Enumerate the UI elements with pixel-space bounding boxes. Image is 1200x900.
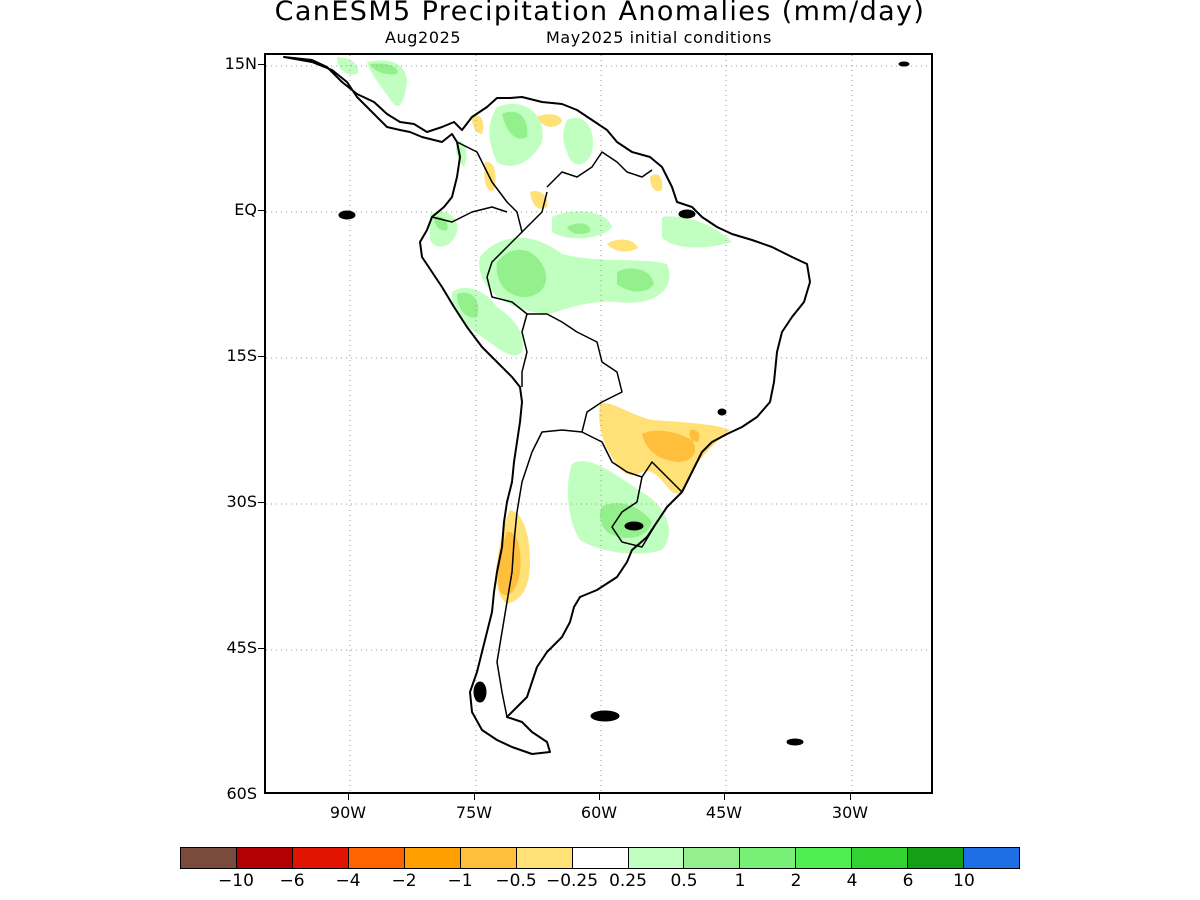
colorbar-label: −1 [447, 871, 473, 891]
colorbar-swatch [181, 848, 237, 868]
lat-label-15n: 15N [224, 54, 257, 73]
precip-map [266, 55, 931, 792]
map-frame [264, 53, 933, 794]
colorbar-swatch [628, 848, 685, 868]
colorbar-swatch [292, 848, 349, 868]
colorbar-swatch [852, 848, 909, 868]
colorbar-swatch [516, 848, 573, 868]
lon-tick [724, 794, 725, 800]
lat-label-15s: 15S [226, 346, 257, 365]
colorbar-label: 0.5 [670, 871, 698, 891]
lat-label-30s: 30S [226, 492, 257, 511]
colorbar-label: −2 [391, 871, 417, 891]
colorbar-swatch [348, 848, 405, 868]
lon-tick [850, 794, 851, 800]
lon-label-30w: 30W [831, 803, 869, 822]
colorbar-label: 0.25 [609, 871, 647, 891]
colorbar-swatch [572, 848, 629, 868]
lon-label-60w: 60W [580, 803, 618, 822]
colorbar-label: 6 [902, 871, 914, 891]
lat-tick [258, 356, 264, 357]
colorbar-swatch [404, 848, 461, 868]
colorbar-label: −4 [335, 871, 361, 891]
colorbar-label: 4 [846, 871, 858, 891]
lat-tick [258, 210, 264, 211]
colorbar-label: −0.5 [495, 871, 537, 891]
lon-tick [474, 794, 475, 800]
colorbar-label: −0.25 [545, 871, 599, 891]
colorbar-swatch [236, 848, 293, 868]
coastline [283, 56, 811, 755]
colorbar-label: −6 [279, 871, 305, 891]
valid-month-label: Aug2025 [385, 28, 462, 47]
lon-label-90w: 90W [329, 803, 367, 822]
lon-label-75w: 75W [455, 803, 493, 822]
lon-tick [599, 794, 600, 800]
colorbar-swatch [908, 848, 965, 868]
colorbar-swatch [796, 848, 853, 868]
lat-tick [258, 502, 264, 503]
map-title: CanESM5 Precipitation Anomalies (mm/day) [274, 0, 926, 27]
lat-label-60s: 60S [226, 784, 257, 803]
lat-label-45s: 45S [226, 638, 257, 657]
lat-tick [258, 648, 264, 649]
colorbar-legend [180, 847, 1020, 869]
lat-tick [258, 64, 264, 65]
colorbar-swatch [964, 848, 1020, 868]
islands [338, 61, 910, 746]
lat-label-eq: EQ [234, 200, 257, 219]
colorbar-swatch [684, 848, 741, 868]
colorbar-label: 1 [734, 871, 746, 891]
anomaly-orange-yellow [498, 429, 700, 596]
lon-tick [348, 794, 349, 800]
colorbar-swatch [740, 848, 797, 868]
colorbar-label: 10 [953, 871, 975, 891]
lon-label-45w: 45W [705, 803, 743, 822]
map-grid [266, 55, 931, 792]
initial-conditions-label: May2025 initial conditions [546, 28, 772, 47]
colorbar-label: 2 [790, 871, 802, 891]
colorbar-swatch [460, 848, 517, 868]
colorbar-label: −10 [218, 871, 254, 891]
